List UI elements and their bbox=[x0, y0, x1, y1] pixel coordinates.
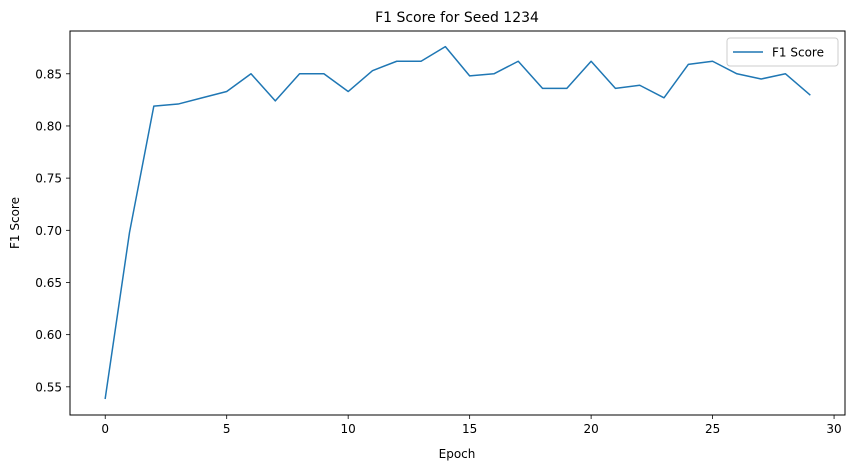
x-tick-label: 20 bbox=[583, 422, 598, 436]
y-tick-label: 0.55 bbox=[35, 380, 62, 394]
legend-label-f1-score: F1 Score bbox=[772, 46, 824, 60]
plot-area bbox=[104, 45, 811, 400]
y-axis-label: F1 Score bbox=[8, 197, 22, 249]
y-tick-label: 0.60 bbox=[35, 328, 62, 342]
y-tick-label: 0.75 bbox=[35, 172, 62, 186]
y-tick-label: 0.65 bbox=[35, 276, 62, 290]
x-axis-ticks: 0 5 10 15 20 25 30 bbox=[101, 415, 842, 436]
y-tick-label: 0.80 bbox=[35, 119, 62, 133]
x-tick-label: 25 bbox=[705, 422, 720, 436]
plot-frame bbox=[69, 30, 846, 416]
x-tick-label: 15 bbox=[462, 422, 477, 436]
y-tick-label: 0.70 bbox=[35, 224, 62, 238]
y-tick-label: 0.85 bbox=[35, 67, 62, 81]
legend-box bbox=[726, 37, 839, 67]
x-axis-label: Epoch bbox=[439, 447, 476, 461]
x-tick-label: 30 bbox=[826, 422, 841, 436]
y-axis-ticks: 0.55 0.60 0.65 0.70 0.75 0.80 0.85 bbox=[35, 67, 70, 394]
x-tick-label: 10 bbox=[341, 422, 356, 436]
chart-title: F1 Score for Seed 1234 bbox=[375, 10, 539, 26]
legend: F1 Score bbox=[726, 37, 839, 67]
series-line-0 bbox=[104, 45, 811, 400]
x-tick-label: 5 bbox=[223, 422, 231, 436]
x-tick-label: 0 bbox=[101, 422, 109, 436]
